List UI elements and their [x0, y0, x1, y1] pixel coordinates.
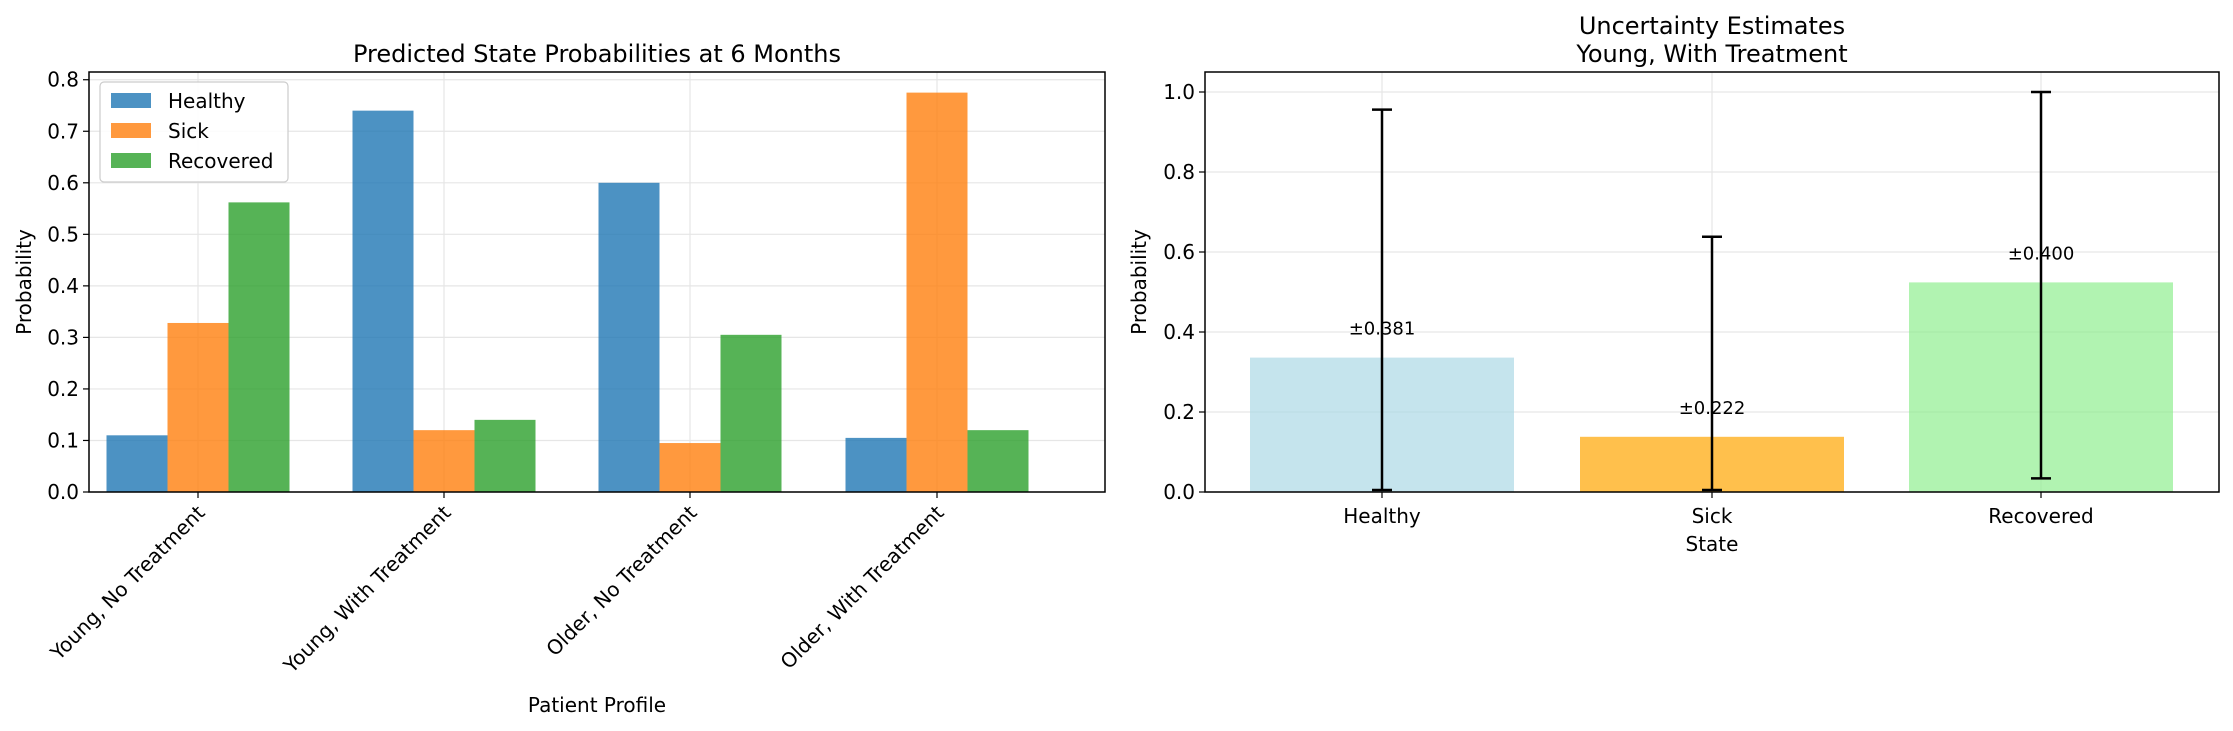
right-x-ticks: Healthy Sick Recovered — [1343, 492, 2094, 528]
legend-label-sick: Sick — [168, 119, 209, 143]
right-y-tick-label: 0.8 — [1163, 160, 1195, 184]
bar-recovered-2 — [474, 419, 536, 492]
left-x-axis-label: Patient Profile — [528, 693, 666, 717]
right-y-tick-label: 1.0 — [1163, 80, 1195, 104]
left-y-axis-label: Probability — [12, 229, 36, 335]
right-y-axis-label: Probability — [1127, 229, 1151, 335]
bar-recovered-1 — [228, 202, 290, 492]
right-y-tick-label: 0.0 — [1163, 480, 1195, 504]
error-label-recovered: ±0.400 — [2008, 243, 2075, 264]
left-bars — [106, 92, 1029, 493]
right-y-ticks: 0.0 0.2 0.4 0.6 0.8 1.0 — [1163, 80, 1205, 504]
error-label-healthy: ±0.381 — [1349, 319, 1416, 340]
left-legend: Healthy Sick Recovered — [99, 81, 289, 183]
bar-sick-4 — [906, 92, 968, 492]
left-y-tick-label: 0.5 — [47, 222, 79, 246]
legend-swatch-healthy — [111, 93, 151, 108]
left-x-tick-label: Young, With Treatment — [278, 500, 456, 678]
bar-healthy-2 — [352, 110, 414, 493]
bar-sick-1 — [167, 322, 229, 492]
error-label-sick: ±0.222 — [1679, 398, 1746, 419]
legend-item-sick: Sick — [111, 119, 209, 143]
legend-item-recovered: Recovered — [111, 149, 273, 173]
right-chart: ±0.381 ±0.222 ±0.400 0.0 0.2 0.4 0.6 0.8 1.0 He… — [1127, 12, 2220, 556]
left-y-ticks: 0.0 0.1 0.2 0.3 0.4 0.5 0.6 0.7 0.8 — [47, 68, 89, 504]
left-x-tick-label: Older, No Treatment — [541, 500, 701, 660]
right-x-tick-label: Healthy — [1343, 504, 1421, 528]
left-y-tick-label: 0.6 — [47, 171, 79, 195]
bar-healthy-1 — [106, 435, 168, 492]
right-chart-title-line1: Uncertainty Estimates — [1579, 12, 1845, 40]
right-x-axis-label: State — [1686, 532, 1739, 556]
left-chart: 0.0 0.1 0.2 0.3 0.4 0.5 0.6 0.7 0.8 Young, No Tr… — [12, 40, 1106, 717]
bar-sick-2 — [413, 430, 475, 492]
bar-healthy-4 — [845, 437, 907, 492]
left-y-tick-label: 0.3 — [47, 325, 79, 349]
left-y-tick-label: 0.8 — [47, 68, 79, 92]
left-x-tick-label: Young, No Treatment — [45, 500, 210, 665]
bar-sick-3 — [659, 443, 721, 492]
legend-swatch-sick — [111, 123, 151, 138]
left-y-tick-label: 0.2 — [47, 377, 79, 401]
right-y-tick-label: 0.2 — [1163, 400, 1195, 424]
legend-label-healthy: Healthy — [168, 89, 246, 113]
left-y-tick-label: 0.7 — [47, 119, 79, 143]
bar-healthy-3 — [598, 182, 660, 492]
bar-recovered-4 — [967, 430, 1029, 492]
right-x-tick-label: Recovered — [1988, 504, 2093, 528]
left-x-tick-label: Older, With Treatment — [775, 500, 948, 673]
left-chart-title: Predicted State Probabilities at 6 Month… — [353, 40, 841, 68]
bar-recovered-3 — [720, 334, 782, 492]
left-x-ticks: Young, No Treatment Young, With Treatment… — [45, 492, 949, 678]
legend-item-healthy: Healthy — [111, 89, 246, 113]
left-y-tick-label: 0.4 — [47, 274, 79, 298]
legend-label-recovered: Recovered — [168, 149, 273, 173]
right-error-bars: ±0.381 ±0.222 ±0.400 — [1349, 90, 2075, 492]
right-chart-title-line2: Young, With Treatment — [1575, 40, 1847, 68]
right-y-tick-label: 0.6 — [1163, 240, 1195, 264]
right-y-tick-label: 0.4 — [1163, 320, 1195, 344]
left-y-tick-label: 0.1 — [47, 428, 79, 452]
left-y-tick-label: 0.0 — [47, 480, 79, 504]
legend-swatch-recovered — [111, 153, 151, 168]
left-plot-frame — [88, 71, 1106, 493]
right-x-tick-label: Sick — [1692, 504, 1733, 528]
